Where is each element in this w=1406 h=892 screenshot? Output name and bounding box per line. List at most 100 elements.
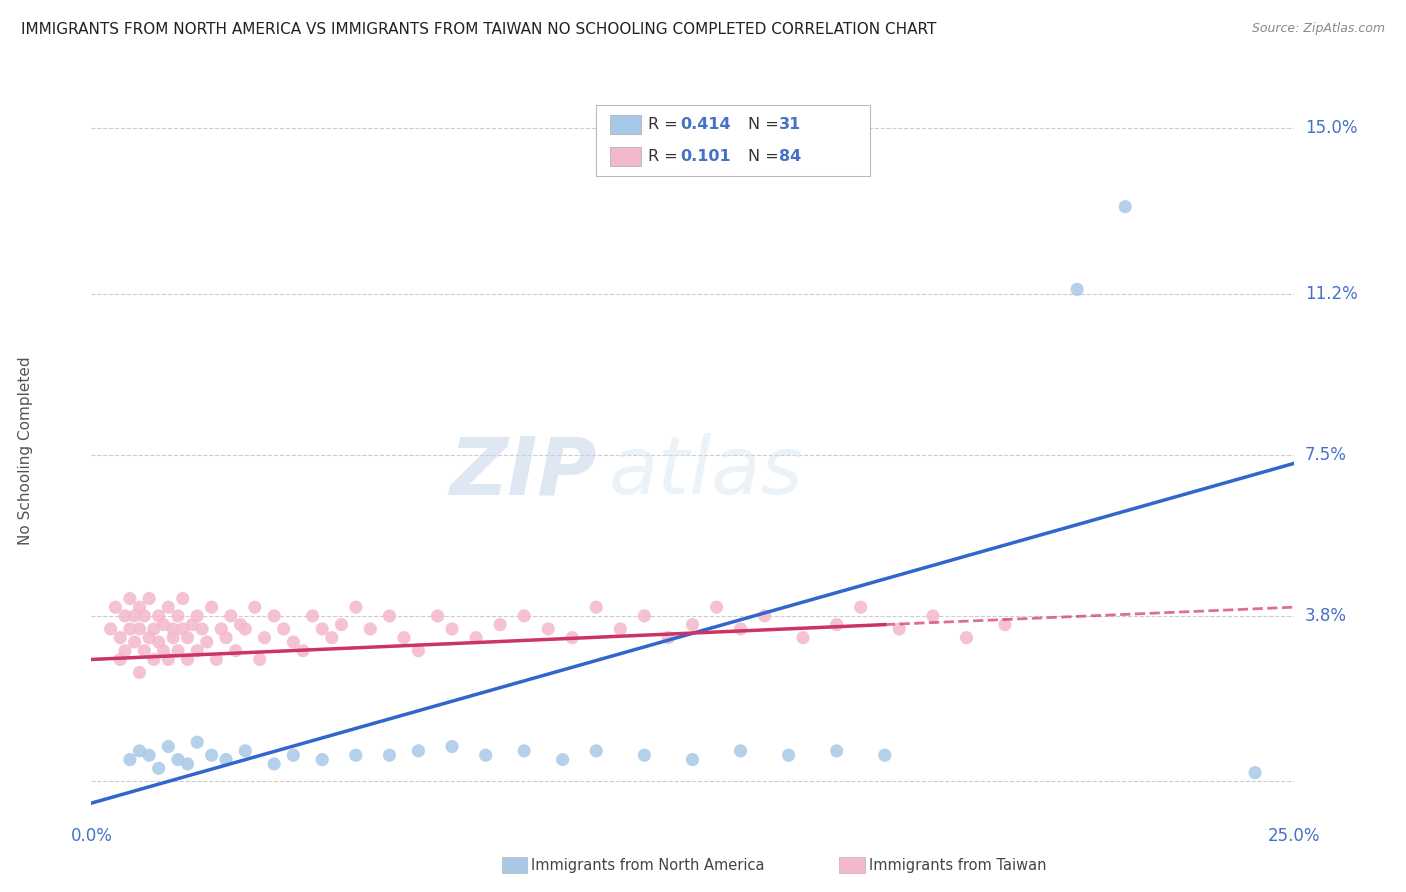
Point [167, 644, 190, 658]
Point [311, 753, 333, 767]
Point [138, 748, 160, 763]
Text: 15.0%: 15.0% [1305, 120, 1357, 137]
Point [118, 753, 141, 767]
Text: N =: N = [748, 117, 785, 132]
Point [994, 617, 1017, 632]
Point [922, 608, 945, 623]
Point [263, 756, 285, 771]
Point [148, 761, 170, 775]
Point [513, 608, 536, 623]
Point [118, 591, 141, 606]
Point [142, 652, 165, 666]
Point [124, 635, 146, 649]
Point [408, 644, 430, 658]
Point [1066, 282, 1088, 296]
Point [249, 652, 271, 666]
Text: Immigrants from Taiwan: Immigrants from Taiwan [869, 858, 1046, 872]
Point [849, 600, 872, 615]
Text: R =: R = [648, 149, 683, 164]
Point [128, 622, 150, 636]
Point [474, 748, 496, 763]
Point [128, 600, 150, 615]
Point [955, 631, 977, 645]
Text: 0.101: 0.101 [681, 149, 731, 164]
Point [209, 622, 232, 636]
Point [118, 622, 141, 636]
Point [215, 631, 238, 645]
Point [873, 748, 896, 763]
Point [110, 652, 132, 666]
Point [585, 744, 607, 758]
Text: Source: ZipAtlas.com: Source: ZipAtlas.com [1251, 22, 1385, 36]
Point [186, 644, 208, 658]
Point [585, 600, 607, 615]
Point [489, 617, 512, 632]
Point [148, 608, 170, 623]
Point [172, 622, 194, 636]
Point [778, 748, 800, 763]
Point [191, 622, 214, 636]
Point [134, 644, 156, 658]
Point [138, 631, 160, 645]
Point [128, 744, 150, 758]
Point [229, 617, 252, 632]
Point [426, 608, 449, 623]
Point [730, 622, 752, 636]
Point [537, 622, 560, 636]
Point [167, 753, 190, 767]
Point [291, 644, 314, 658]
Point [176, 652, 198, 666]
Point [124, 608, 146, 623]
Point [825, 744, 848, 758]
Point [243, 600, 266, 615]
Point [359, 622, 381, 636]
Text: 11.2%: 11.2% [1305, 285, 1357, 302]
Point [609, 622, 631, 636]
Point [114, 608, 136, 623]
Text: ZIP: ZIP [449, 434, 596, 511]
Point [201, 600, 224, 615]
Point [283, 635, 305, 649]
Point [152, 644, 174, 658]
Point [205, 652, 228, 666]
Text: 84: 84 [779, 149, 801, 164]
Point [657, 631, 679, 645]
Point [233, 744, 256, 758]
Point [321, 631, 343, 645]
Point [330, 617, 353, 632]
Text: atlas: atlas [609, 434, 803, 511]
Point [134, 608, 156, 623]
Point [176, 631, 198, 645]
Text: Immigrants from North America: Immigrants from North America [531, 858, 765, 872]
Point [633, 608, 655, 623]
Text: 0.414: 0.414 [681, 117, 731, 132]
Point [754, 608, 776, 623]
Point [1244, 765, 1267, 780]
Text: N =: N = [748, 149, 785, 164]
Point [344, 748, 367, 763]
Point [633, 748, 655, 763]
Point [465, 631, 488, 645]
Point [110, 631, 132, 645]
Point [195, 635, 218, 649]
Point [138, 591, 160, 606]
Text: No Schooling Completed: No Schooling Completed [18, 356, 32, 545]
Point [889, 622, 911, 636]
Point [219, 608, 242, 623]
Point [148, 635, 170, 649]
Point [561, 631, 583, 645]
Text: 31: 31 [779, 117, 801, 132]
Point [825, 617, 848, 632]
Text: IMMIGRANTS FROM NORTH AMERICA VS IMMIGRANTS FROM TAIWAN NO SCHOOLING COMPLETED C: IMMIGRANTS FROM NORTH AMERICA VS IMMIGRA… [21, 22, 936, 37]
Text: 7.5%: 7.5% [1305, 446, 1347, 464]
Point [176, 756, 198, 771]
Text: 3.8%: 3.8% [1305, 607, 1347, 625]
Point [792, 631, 814, 645]
Point [162, 631, 184, 645]
Point [681, 617, 703, 632]
Point [152, 617, 174, 632]
Point [104, 600, 127, 615]
Point [128, 665, 150, 680]
Point [1114, 200, 1136, 214]
Point [181, 617, 204, 632]
